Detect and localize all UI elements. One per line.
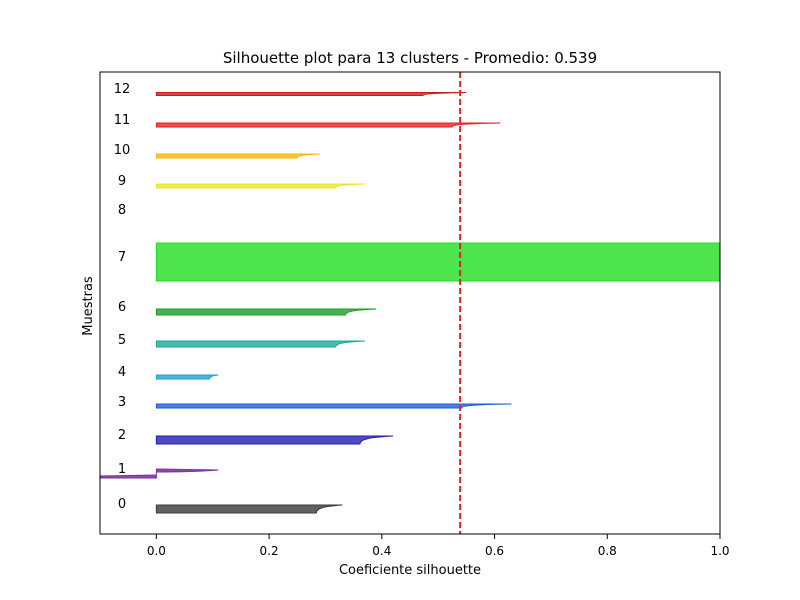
x-tick-label: 0.4 — [372, 544, 391, 558]
cluster-label-3: 3 — [118, 395, 126, 410]
cluster-label-2: 2 — [118, 428, 126, 443]
silhouette-band-2 — [155, 435, 394, 445]
x-tick-label: 1.0 — [710, 544, 729, 558]
x-axis: 0.0 0.2 0.4 0.6 0.8 1.0 — [147, 534, 730, 558]
silhouette-band-3 — [155, 403, 512, 409]
cluster-label-5: 5 — [118, 333, 126, 348]
silhouette-band-0 — [155, 504, 343, 514]
cluster-label-12: 12 — [114, 82, 131, 97]
cluster-label-7: 7 — [118, 250, 126, 265]
silhouette-band-7 — [155, 242, 721, 282]
cluster-label-6: 6 — [118, 300, 126, 315]
cluster-label-0: 0 — [118, 497, 126, 512]
cluster-label-4: 4 — [118, 365, 126, 380]
x-axis-title: Coeficiente silhouette — [339, 563, 481, 578]
plot-frame — [99, 71, 721, 535]
silhouette-band-9 — [155, 183, 365, 189]
silhouette-band-4 — [155, 374, 219, 380]
silhouette-band-11 — [155, 122, 501, 128]
cluster-label-8: 8 — [118, 203, 126, 218]
silhouette-band-5 — [155, 340, 365, 348]
cluster-label-1: 1 — [118, 462, 126, 477]
silhouette-band-12 — [155, 92, 467, 96]
chart-title: Silhouette plot para 13 clusters - Prome… — [223, 49, 597, 67]
x-tick-label: 0.2 — [260, 544, 279, 558]
x-tick-label: 0.6 — [485, 544, 504, 558]
silhouette-band-6 — [155, 308, 377, 316]
cluster-label-10: 10 — [114, 143, 131, 158]
y-axis-title: Muestras — [81, 276, 96, 336]
silhouette-band-10 — [155, 153, 320, 159]
x-tick-label: 0.8 — [598, 544, 617, 558]
x-tick-label: 0.0 — [147, 544, 166, 558]
cluster-label-9: 9 — [118, 174, 126, 189]
cluster-label-11: 11 — [114, 113, 131, 128]
